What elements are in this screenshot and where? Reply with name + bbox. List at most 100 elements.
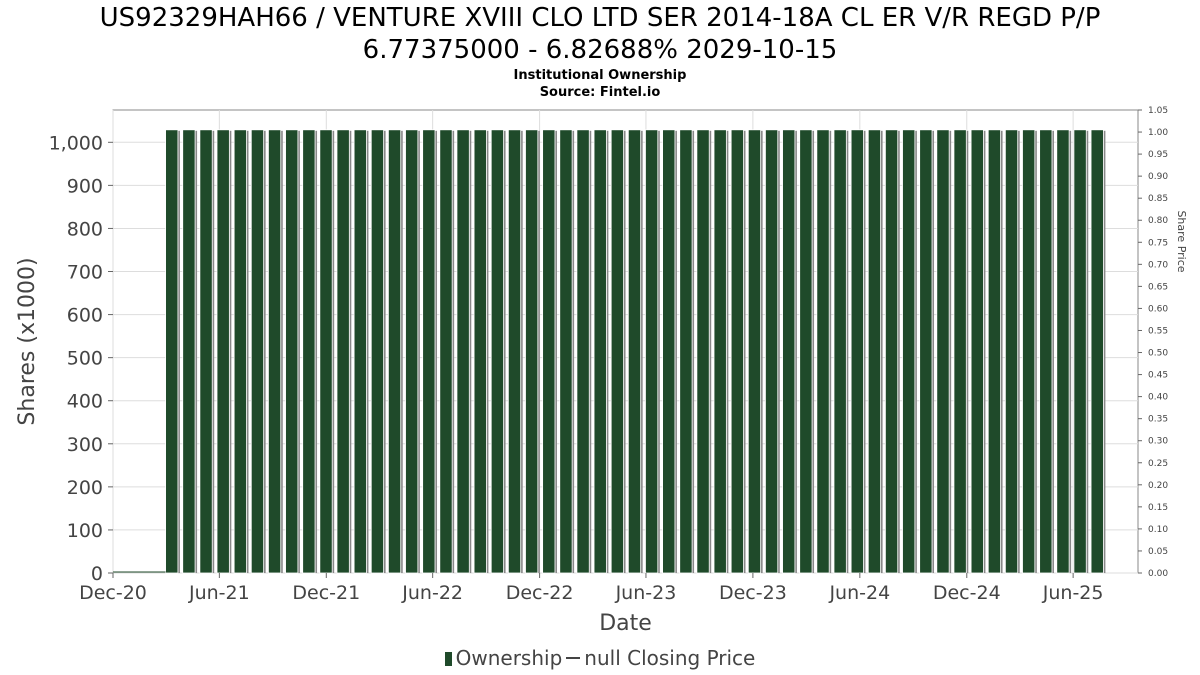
y2-tick-label: 0.40	[1148, 393, 1168, 403]
x-tick-label: Dec-22	[506, 582, 574, 604]
ownership-bar	[816, 129, 830, 574]
ownership-bar	[679, 129, 693, 574]
ownership-chart: 0 100 200 300 400 500 600 700 800 900 1,000 Dec-20 J…	[15, 106, 1188, 636]
ownership-bar	[302, 129, 316, 574]
y2-tick-label: 0.00	[1148, 569, 1168, 579]
y2-axis-label: Share Price	[1175, 210, 1188, 272]
y-tick-label: 800	[67, 218, 103, 240]
chart-subtitle: Institutional Ownership	[513, 68, 687, 83]
ownership-bar	[336, 129, 350, 574]
ownership-bar	[1056, 129, 1070, 574]
x-tick-label: Jun-21	[188, 582, 250, 604]
ownership-bar	[696, 129, 710, 574]
chart-legend: Ownership null Closing Price	[0, 646, 1200, 670]
ownership-bar	[250, 129, 265, 574]
ownership-bar	[405, 129, 419, 574]
ownership-bar	[884, 129, 899, 574]
ownership-bar	[542, 129, 556, 574]
legend-ownership-swatch	[444, 652, 452, 666]
y2-tick-label: 0.30	[1148, 437, 1168, 447]
x-tick-label: Dec-20	[79, 582, 147, 604]
ownership-bar	[1090, 129, 1104, 574]
ownership-bar	[987, 129, 1001, 574]
ownership-bar	[370, 129, 384, 574]
legend-price-label: null Closing Price	[584, 646, 756, 670]
ownership-bar	[782, 129, 796, 574]
y2-tick-label: 0.60	[1148, 304, 1168, 314]
y-tick-label: 200	[67, 477, 103, 499]
x-axis-label: Date	[599, 611, 652, 636]
x-tick-label: Jun-24	[828, 582, 890, 604]
ownership-bar	[182, 129, 196, 574]
ownership-bar	[216, 129, 230, 574]
ownership-bar	[747, 129, 762, 574]
y2-tick-label: 0.50	[1148, 349, 1168, 359]
ownership-bar	[490, 129, 504, 574]
ownership-bar	[850, 129, 864, 574]
y2-tick-label: 0.65	[1148, 282, 1168, 292]
y-tick-label: 900	[67, 175, 103, 197]
ownership-bar	[645, 129, 659, 574]
ownership-bar	[593, 129, 607, 574]
ownership-bar	[936, 129, 950, 574]
ownership-bar	[1073, 129, 1087, 574]
ownership-bar	[765, 129, 779, 574]
x-tick-label: Dec-21	[292, 582, 360, 604]
ownership-bar	[1004, 129, 1019, 574]
y2-tick-label: 0.35	[1148, 415, 1168, 425]
ownership-bar	[199, 129, 213, 574]
y2-tick-label: 0.05	[1148, 547, 1168, 557]
y2-tick-label: 0.75	[1148, 238, 1168, 248]
y-tick-label: 700	[67, 262, 103, 284]
y-tick-label: 0	[91, 563, 103, 585]
x-tick-label: Dec-24	[933, 582, 1001, 604]
x-tick-label: Jun-23	[615, 582, 677, 604]
ownership-bar	[1039, 129, 1053, 574]
ownership-bar	[713, 129, 727, 574]
ownership-bar	[902, 129, 916, 574]
ownership-bar	[833, 129, 847, 574]
ownership-bar	[285, 129, 299, 574]
y2-tick-label: 0.95	[1148, 150, 1168, 160]
ownership-bar	[867, 129, 882, 574]
y-tick-label: 500	[67, 348, 103, 370]
y-axis-label: Shares (x1000)	[15, 257, 40, 425]
y2-tick-label: 0.85	[1148, 194, 1168, 204]
ownership-bar	[422, 129, 436, 574]
x-tick-label: Jun-25	[1042, 582, 1104, 604]
y2-tick-label: 0.20	[1148, 481, 1168, 491]
ownership-bar	[1022, 129, 1036, 574]
y2-tick-label: 0.90	[1148, 172, 1168, 182]
chart-source: Source: Fintel.io	[539, 85, 661, 100]
y-tick-label: 400	[67, 391, 103, 413]
ownership-bar	[919, 129, 933, 574]
ownership-bar	[953, 129, 967, 574]
x-tick-label: Dec-23	[719, 582, 787, 604]
ownership-bar	[387, 129, 402, 574]
ownership-bar	[268, 129, 282, 574]
ownership-bar	[525, 129, 539, 574]
ownership-bar	[627, 129, 642, 574]
y2-tick-label: 0.25	[1148, 459, 1168, 469]
chart-title-line1: US92329HAH66 / VENTURE XVIII CLO LTD SER…	[99, 3, 1101, 33]
y2-tick-label: 0.10	[1148, 525, 1168, 535]
y2-tick-label: 0.70	[1148, 260, 1168, 270]
ownership-bar	[559, 129, 573, 574]
y-tick-label: 100	[67, 520, 103, 542]
legend-price-line	[566, 657, 581, 659]
ownership-bar	[970, 129, 984, 574]
y2-tick-label: 0.55	[1148, 326, 1168, 336]
ownership-bar	[799, 129, 813, 574]
ownership-bar	[353, 129, 367, 574]
ownership-bar	[610, 129, 624, 574]
ownership-bar	[662, 129, 676, 574]
y2-tick-label: 0.45	[1148, 371, 1168, 381]
ownership-bar	[576, 129, 590, 574]
chart-title-line2: 6.77375000 - 6.82688% 2029-10-15	[362, 35, 838, 65]
y2-tick-label: 1.05	[1148, 106, 1168, 116]
ownership-bar	[456, 129, 470, 574]
ownership-bar	[473, 129, 487, 574]
y-tick-label: 600	[67, 305, 103, 327]
y-tick-label: 300	[67, 434, 103, 456]
y2-tick-label: 1.00	[1148, 128, 1168, 138]
